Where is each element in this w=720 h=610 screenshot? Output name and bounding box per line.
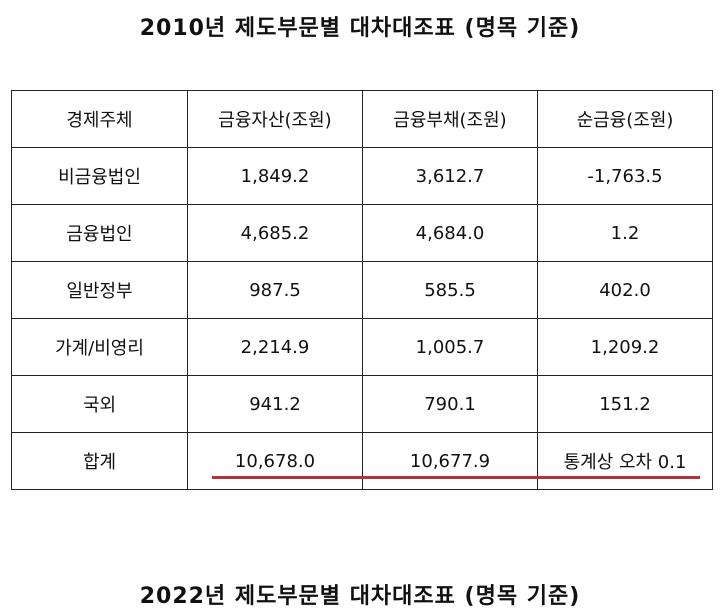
table-row: 가계/비영리 2,214.9 1,005.7 1,209.2 [11,318,713,376]
table-cell: 합계 [11,432,188,490]
table-row: 국외 941.2 790.1 151.2 [11,375,713,433]
table-cell: 일반정부 [11,261,188,319]
table-cell: 통계상 오차 0.1 [537,432,713,490]
table-row: 일반정부 987.5 585.5 402.0 [11,261,713,319]
table-row: 비금융법인 1,849.2 3,612.7 -1,763.5 [11,147,713,205]
table-cell: 585.5 [362,261,538,319]
header-row: 경제주체 금융자산(조원) 금융부채(조원) 순금융(조원) [11,90,713,148]
table-cell: 941.2 [187,375,363,433]
page-title: 2010년 제도부문별 대차대조표 (명목 기준) [139,16,581,41]
header-cell: 순금융(조원) [537,90,713,148]
table-cell: -1,763.5 [537,147,713,205]
total-underline [212,476,700,479]
table-cell: 1,209.2 [537,318,713,376]
next-section-title: 2022년 제도부문별 대차대조표 (명목 기준) [139,584,581,609]
table-cell: 2,214.9 [187,318,363,376]
table-cell: 4,685.2 [187,204,363,262]
table-cell: 790.1 [362,375,538,433]
table-cell: 1,849.2 [187,147,363,205]
table-row: 합계 10,678.0 10,677.9 통계상 오차 0.1 [11,432,713,490]
header-cell: 금융자산(조원) [187,90,363,148]
table-cell: 금융법인 [11,204,188,262]
table-cell: 비금융법인 [11,147,188,205]
header-cell: 금융부채(조원) [362,90,538,148]
balance-sheet-table: 경제주체 금융자산(조원) 금융부채(조원) 순금융(조원) 비금융법인 1,84… [11,90,713,490]
table-cell: 402.0 [537,261,713,319]
table-cell: 1.2 [537,204,713,262]
table-cell: 국외 [11,375,188,433]
table-cell: 987.5 [187,261,363,319]
table-cell: 1,005.7 [362,318,538,376]
table-cell: 151.2 [537,375,713,433]
table-cell: 3,612.7 [362,147,538,205]
table-cell: 10,678.0 [187,432,363,490]
header-cell: 경제주체 [11,90,188,148]
table-cell: 가계/비영리 [11,318,188,376]
table-row: 금융법인 4,685.2 4,684.0 1.2 [11,204,713,262]
table-cell: 10,677.9 [362,432,538,490]
table-cell: 4,684.0 [362,204,538,262]
